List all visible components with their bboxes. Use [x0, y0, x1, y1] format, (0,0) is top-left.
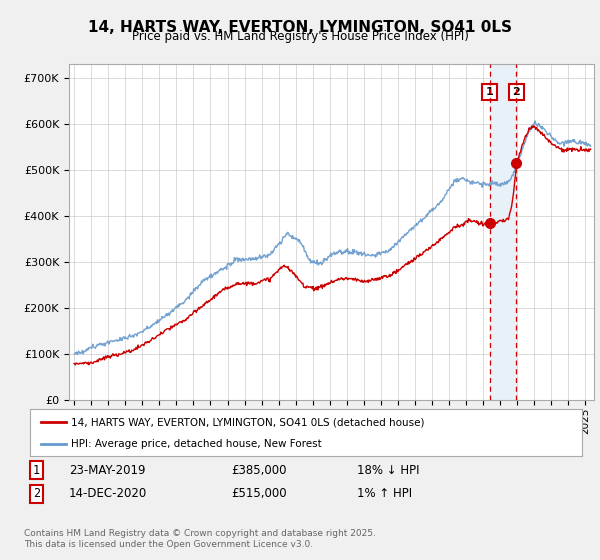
Text: £385,000: £385,000: [231, 464, 287, 477]
Text: 2: 2: [512, 87, 520, 97]
Text: Price paid vs. HM Land Registry's House Price Index (HPI): Price paid vs. HM Land Registry's House …: [131, 30, 469, 43]
Text: 23-MAY-2019: 23-MAY-2019: [69, 464, 146, 477]
Text: 1: 1: [486, 87, 494, 97]
Text: 14-DEC-2020: 14-DEC-2020: [69, 487, 147, 500]
Text: Contains HM Land Registry data © Crown copyright and database right 2025.
This d: Contains HM Land Registry data © Crown c…: [24, 529, 376, 549]
Text: HPI: Average price, detached house, New Forest: HPI: Average price, detached house, New …: [71, 439, 322, 449]
Text: 1: 1: [33, 464, 40, 477]
Text: 2: 2: [33, 487, 40, 500]
Bar: [490, 64, 517, 400]
Text: 18% ↓ HPI: 18% ↓ HPI: [357, 464, 419, 477]
Text: 14, HARTS WAY, EVERTON, LYMINGTON, SO41 0LS: 14, HARTS WAY, EVERTON, LYMINGTON, SO41 …: [88, 20, 512, 35]
Text: 14, HARTS WAY, EVERTON, LYMINGTON, SO41 0LS (detached house): 14, HARTS WAY, EVERTON, LYMINGTON, SO41 …: [71, 417, 425, 427]
Text: 1% ↑ HPI: 1% ↑ HPI: [357, 487, 412, 500]
Text: £515,000: £515,000: [231, 487, 287, 500]
